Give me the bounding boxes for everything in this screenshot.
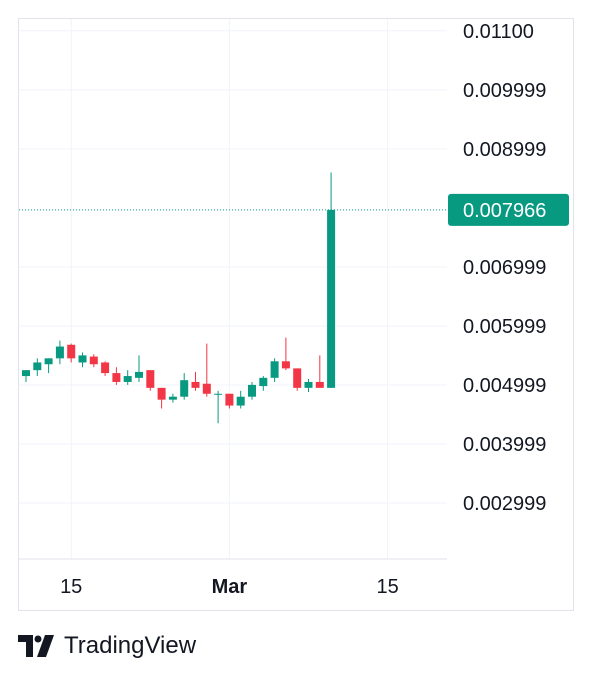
price-tick-label: 0.01100: [463, 21, 534, 43]
candle-body: [168, 396, 177, 400]
candle-body: [112, 373, 121, 382]
candle: [44, 358, 53, 374]
candle: [112, 367, 121, 385]
candle: [180, 373, 189, 400]
last-price-label: 0.007966: [463, 200, 546, 222]
candle-body: [101, 362, 110, 374]
candle: [168, 393, 177, 403]
candle: [236, 390, 245, 409]
candle-body: [259, 377, 268, 387]
last-price-badge-bg: [448, 193, 569, 226]
candle-body: [270, 361, 279, 378]
candle-body: [202, 383, 211, 394]
candle-body: [135, 371, 143, 378]
candle-body: [89, 356, 98, 365]
candle-body: [22, 370, 30, 377]
candle-body: [78, 355, 87, 363]
candle: [22, 370, 30, 382]
candle-body: [214, 393, 223, 395]
candle-body: [315, 381, 324, 388]
candle-body: [123, 376, 132, 382]
candle: [293, 368, 302, 391]
candle-body: [236, 396, 245, 406]
price-tick-label: 0.003999: [463, 434, 546, 456]
price-axis[interactable]: 0.01100 0.009999 0.008999 0.006999 0.005999 0…: [463, 21, 546, 515]
last-price-badge: 0.007966: [448, 193, 569, 226]
price-tick-label: 0.002999: [463, 493, 546, 515]
candle-body: [33, 362, 42, 371]
candle-body: [248, 384, 256, 397]
price-tick-label: 0.009999: [463, 80, 546, 102]
tradingview-logo-icon: [18, 635, 54, 657]
candle-body: [55, 346, 64, 359]
candle: [135, 355, 143, 382]
candle: [55, 340, 64, 365]
candle-body: [225, 393, 234, 406]
chart-grid: [19, 19, 447, 559]
candle: [123, 370, 132, 385]
candle: [270, 358, 279, 382]
candle: [191, 371, 200, 391]
candlestick-chart[interactable]: 0.01100 0.009999 0.008999 0.006999 0.005999 0…: [19, 19, 575, 612]
candle-body: [146, 370, 155, 388]
candle: [78, 352, 87, 368]
candle-body: [304, 381, 313, 388]
candle-body: [44, 358, 53, 365]
candle: [157, 387, 166, 409]
candle: [33, 358, 42, 377]
time-tick-label: 15: [376, 576, 398, 598]
candle: [281, 337, 290, 371]
time-tick-label: Mar: [212, 576, 248, 598]
tradingview-wordmark: TradingView: [64, 632, 197, 659]
candle: [67, 343, 76, 363]
candle: [327, 172, 336, 388]
candle-body: [281, 361, 290, 369]
candle: [146, 370, 155, 391]
candle-body: [180, 380, 189, 397]
candle: [259, 376, 268, 391]
price-tick-label: 0.006999: [463, 257, 546, 279]
candle: [248, 381, 256, 400]
candle: [315, 355, 324, 388]
candle: [202, 343, 211, 397]
time-tick-label: 15: [60, 576, 82, 598]
candle: [89, 354, 98, 368]
candle: [101, 361, 110, 377]
price-tick-label: 0.005999: [463, 316, 546, 338]
candles: [22, 172, 336, 424]
candle-body: [327, 209, 336, 388]
chart-frame[interactable]: 0.01100 0.009999 0.008999 0.006999 0.005999 0…: [18, 18, 574, 611]
price-tick-label: 0.008999: [463, 139, 546, 161]
candle-body: [157, 387, 166, 400]
time-axis[interactable]: 15 Mar 15: [60, 576, 399, 598]
candle: [225, 393, 234, 409]
tradingview-branding[interactable]: TradingView: [18, 630, 196, 662]
candle-body: [293, 368, 302, 388]
candle: [304, 379, 313, 392]
candle: [214, 390, 223, 424]
candle-body: [191, 381, 200, 388]
candle-body: [67, 344, 76, 359]
price-tick-label: 0.004999: [463, 375, 546, 397]
